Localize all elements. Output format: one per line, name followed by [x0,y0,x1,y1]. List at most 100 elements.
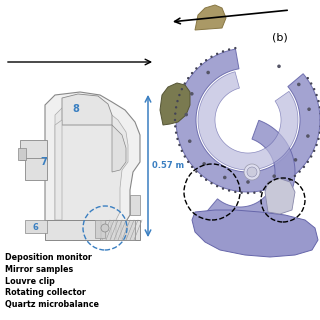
Polygon shape [265,178,295,214]
Circle shape [180,150,183,152]
Text: 6: 6 [32,223,38,232]
Circle shape [246,180,250,184]
Text: Deposition monitor: Deposition monitor [5,253,92,262]
Polygon shape [198,72,298,170]
Circle shape [313,150,316,152]
Circle shape [222,188,224,190]
Polygon shape [25,158,47,180]
Text: Rotating collector: Rotating collector [5,288,86,297]
Circle shape [310,82,312,85]
Circle shape [247,192,249,194]
Circle shape [234,191,236,193]
Polygon shape [130,195,140,215]
Polygon shape [160,83,190,125]
Circle shape [319,132,320,134]
Circle shape [319,106,320,108]
Circle shape [216,52,218,55]
Circle shape [313,88,316,90]
Circle shape [101,224,109,232]
Polygon shape [20,140,47,160]
Circle shape [191,166,193,168]
Circle shape [187,77,189,79]
Circle shape [184,155,186,158]
Circle shape [297,83,300,86]
Polygon shape [205,120,295,227]
Circle shape [310,155,312,158]
Circle shape [178,94,180,96]
Polygon shape [95,220,105,238]
Circle shape [210,182,213,184]
Circle shape [289,179,291,181]
Circle shape [316,144,318,146]
Text: Mirror samples: Mirror samples [5,265,73,274]
Circle shape [205,179,207,181]
Polygon shape [112,125,126,172]
Circle shape [294,175,296,177]
Circle shape [210,56,213,58]
Circle shape [190,92,194,96]
Polygon shape [176,49,320,192]
Polygon shape [25,220,47,233]
Circle shape [299,171,301,173]
Circle shape [303,166,305,168]
Polygon shape [62,94,112,125]
Circle shape [294,158,297,162]
Text: 0.57 m: 0.57 m [152,161,184,170]
Polygon shape [45,92,140,240]
Circle shape [278,185,280,188]
Circle shape [317,138,320,140]
Circle shape [307,161,309,163]
Circle shape [307,77,309,79]
Circle shape [307,108,311,111]
Circle shape [234,47,236,49]
Circle shape [195,171,197,173]
Polygon shape [192,210,318,257]
Circle shape [180,88,183,90]
Circle shape [306,134,310,138]
Polygon shape [45,220,140,240]
Circle shape [191,72,193,74]
Circle shape [205,59,207,61]
Circle shape [253,192,256,194]
Circle shape [187,161,189,163]
Text: (b): (b) [272,32,288,42]
Circle shape [244,164,260,180]
Circle shape [316,94,318,96]
Polygon shape [18,148,26,160]
Text: Quartz microbalance: Quartz microbalance [5,300,99,308]
Circle shape [178,144,180,146]
Circle shape [176,138,179,140]
Polygon shape [55,102,128,234]
Circle shape [206,71,210,74]
Circle shape [176,100,179,102]
Circle shape [175,106,177,108]
Circle shape [228,189,230,192]
Circle shape [188,140,192,143]
Circle shape [174,125,176,128]
Circle shape [202,162,206,166]
Circle shape [174,112,176,115]
Text: Louvre clip: Louvre clip [5,276,55,285]
Circle shape [272,174,276,178]
Polygon shape [100,220,135,240]
Circle shape [277,65,281,68]
Circle shape [174,119,176,121]
Circle shape [200,63,202,65]
Circle shape [272,188,274,190]
Circle shape [317,100,320,102]
Circle shape [195,67,197,69]
Circle shape [247,167,257,177]
Circle shape [175,132,177,134]
Circle shape [216,185,218,188]
Text: 7: 7 [40,157,47,167]
Polygon shape [195,5,226,30]
Circle shape [222,50,224,52]
Text: 8: 8 [72,104,79,114]
Polygon shape [55,120,62,220]
Circle shape [266,189,268,192]
Circle shape [240,192,243,194]
Circle shape [223,176,227,179]
Circle shape [228,48,230,51]
Circle shape [184,113,188,116]
Circle shape [260,191,262,193]
